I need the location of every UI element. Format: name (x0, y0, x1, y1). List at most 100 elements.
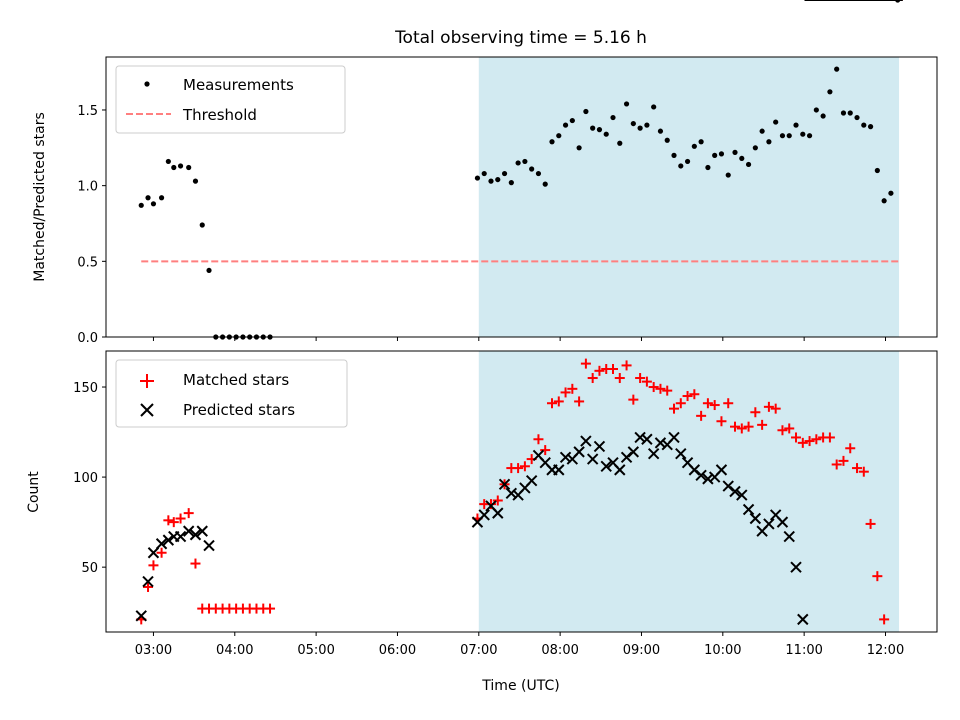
predicted-star-point (553, 464, 565, 476)
predicted-star-point (654, 437, 667, 449)
legend-predicted-marker (140, 403, 154, 417)
measurement-point (800, 131, 806, 137)
measurement-point (562, 122, 569, 128)
matched-star-point (519, 461, 530, 472)
predicted-star-point (196, 525, 208, 537)
top-plot-frame (105, 56, 938, 338)
measurement-point (684, 158, 691, 165)
measurement-point (495, 176, 501, 183)
matched-star-point (163, 515, 174, 526)
matched-star-point (492, 495, 503, 506)
top-y-tick-label: 0.0 (77, 331, 98, 346)
measurement-point (138, 202, 144, 208)
x-tick-label: 08:00 (541, 643, 578, 658)
measurement-point (854, 114, 860, 121)
measurement-point (165, 158, 171, 165)
measurement-point (712, 152, 718, 158)
top-panel: 0.0 0.5 1.0 1.5 Matched/Predicted stars Mea… (32, 0, 938, 346)
matched-star-point (485, 499, 496, 510)
measurement-point (522, 158, 528, 165)
x-tick-label: 04:00 (216, 643, 253, 658)
matched-star-point (852, 463, 863, 474)
measurement-point (827, 89, 833, 95)
measurement-point (481, 170, 487, 177)
measurement-point (698, 139, 704, 145)
matched-star-point (635, 373, 646, 384)
bottom-x-axis: 03:00 04:00 05:00 06:00 07:00 08:00 09:00 10:00… (135, 632, 904, 658)
measurement-point (549, 139, 555, 145)
matched-star-point (540, 445, 551, 456)
bottom-legend-box (115, 359, 348, 428)
measurement-point (617, 140, 623, 146)
measurement-point (199, 222, 205, 228)
matched-star-point (183, 508, 194, 519)
matched-star-point (702, 398, 713, 409)
matched-star-point (723, 398, 734, 409)
measurement-point (732, 149, 738, 155)
measurement-point (664, 137, 670, 143)
measurement-point (177, 163, 184, 169)
legend-threshold-label: Threshold (182, 106, 257, 124)
measurement-point (678, 163, 684, 169)
measurement-point (596, 127, 603, 133)
predicted-star-point (162, 534, 175, 546)
predicted-star-point (492, 507, 504, 519)
bottom-legend: Matched stars Predicted stars (115, 359, 348, 428)
matched-star-point (655, 383, 666, 394)
measurement-point (535, 170, 542, 177)
matched-star-point (641, 376, 652, 387)
matched-star-point (689, 389, 700, 400)
matched-star-point (190, 558, 201, 569)
predicted-star-point (634, 431, 646, 444)
matched-star-point (662, 385, 673, 396)
measurement-point (881, 198, 887, 204)
measurement-point (171, 164, 177, 171)
predicted-star-point (182, 525, 195, 537)
matched-star-point (143, 581, 154, 592)
measurement-point (867, 124, 874, 130)
matched-star-point (547, 398, 558, 409)
matched-star-point (669, 403, 680, 414)
legend-matched-label: Matched stars (183, 371, 289, 389)
measurement-point (150, 201, 157, 207)
matched-star-point (838, 455, 849, 466)
measurement-point (691, 143, 697, 149)
matched-star-point (736, 423, 747, 434)
measurement-point (603, 131, 609, 137)
predicted-star-point (174, 530, 187, 543)
x-tick-label: 09:00 (623, 643, 660, 658)
matched-star-point (865, 518, 876, 529)
predicted-star-point (189, 529, 202, 541)
measurement-point (834, 66, 840, 72)
legend-measurements-marker (144, 81, 150, 87)
matched-star-point (648, 382, 659, 393)
measurement-point (590, 125, 596, 131)
matched-star-point (763, 401, 774, 412)
top-y-axis-label: Matched/Predicted stars (32, 112, 48, 282)
matched-star-point (845, 443, 856, 454)
x-axis-label: Time (UTC) (481, 678, 559, 694)
predicted-star-point (627, 446, 640, 458)
measurement-point (583, 108, 589, 115)
predicted-star-point (147, 547, 160, 559)
predicted-star-point (790, 561, 802, 573)
predicted-star-point (559, 451, 572, 463)
bottom-y-tick-label: 50 (81, 561, 98, 576)
matched-star-point (168, 517, 179, 528)
legend-measurements-label: Measurements (183, 76, 294, 94)
measurement-point (752, 145, 758, 151)
matched-star-point (858, 466, 869, 477)
legend-predicted-label: Predicted stars (183, 401, 295, 419)
measurement-point (630, 120, 636, 127)
x-tick-label: 05:00 (297, 643, 334, 658)
top-y-tick-label: 1.0 (77, 180, 98, 195)
measurement-point (623, 101, 630, 107)
predicted-star-point (505, 487, 518, 500)
bottom-shaded-region (478, 351, 900, 632)
x-tick-label: 12:00 (867, 643, 904, 658)
predicted-star-point (155, 538, 168, 550)
top-legend: Measurements Threshold (115, 65, 346, 134)
predicted-star-point (783, 530, 795, 543)
measurement-point (501, 170, 508, 177)
